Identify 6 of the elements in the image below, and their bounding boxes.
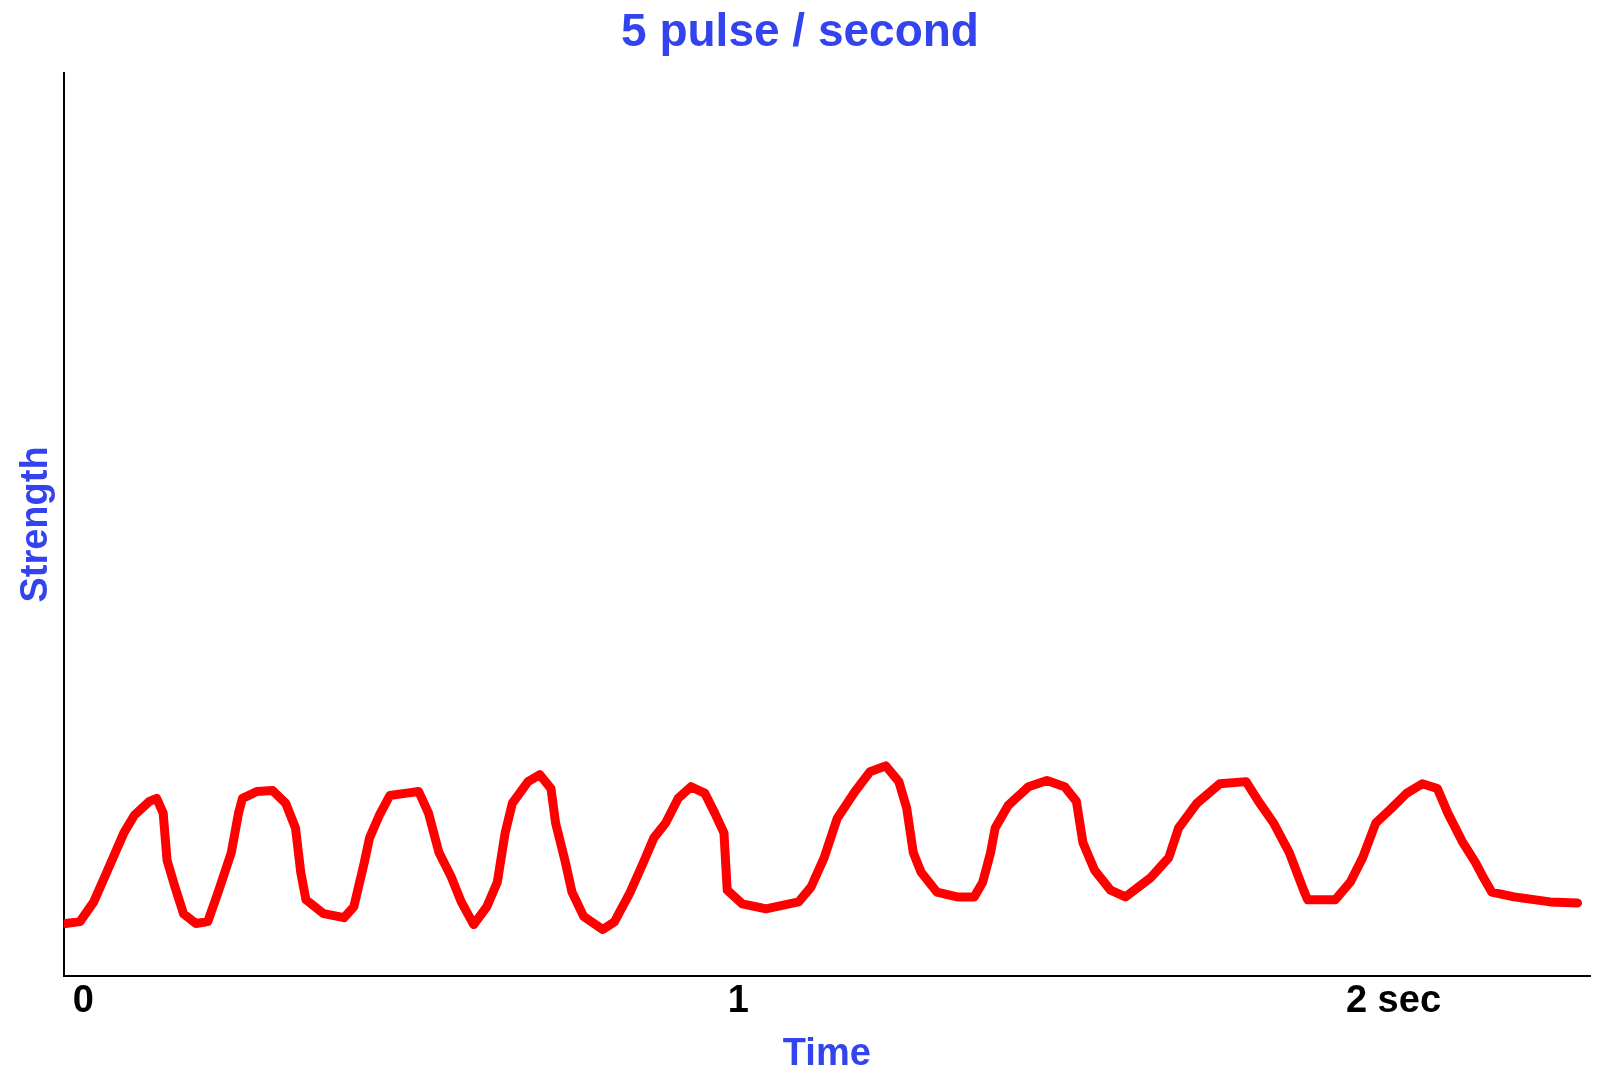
x-tick-label: 1: [727, 978, 749, 1021]
x-tick-label: 0: [72, 978, 94, 1021]
x-tick-label: 2 sec: [1345, 978, 1442, 1021]
chart-title: 5 pulse / second: [621, 4, 979, 57]
x-axis-title: Time: [782, 1030, 871, 1073]
y-axis-title: Strength: [13, 446, 56, 603]
